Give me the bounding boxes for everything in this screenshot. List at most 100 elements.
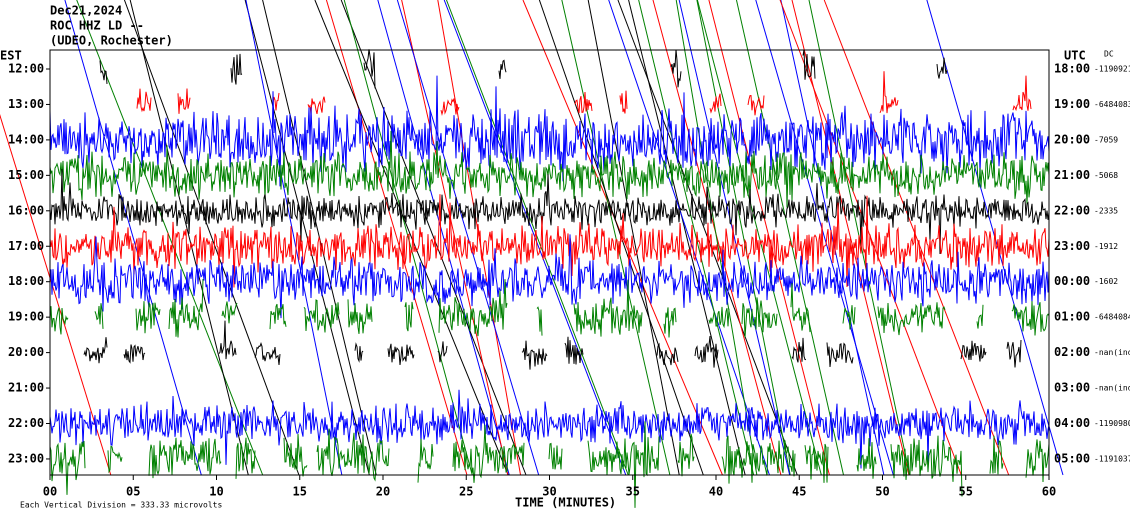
utc-tick-label: 20:00 xyxy=(1054,132,1090,146)
est-tick-label: 22:00 xyxy=(8,416,44,430)
trace xyxy=(83,320,1022,370)
diagonal-line xyxy=(396,0,540,476)
x-tick-label: 55 xyxy=(959,485,973,499)
diagonal-line xyxy=(64,0,202,476)
x-axis-label: TIME (MINUTES) xyxy=(515,496,616,510)
utc-tick-label: 18:00 xyxy=(1054,62,1090,76)
diagonal-line xyxy=(587,0,680,476)
location: (UDEO, Rochester) xyxy=(50,34,173,48)
utc-tick-label: 03:00 xyxy=(1054,381,1090,395)
diagonal-line xyxy=(314,0,509,476)
diagonal-line xyxy=(245,0,343,476)
trace xyxy=(49,421,1050,508)
diagonal-line xyxy=(561,0,671,476)
dc-value: -6484084 xyxy=(1094,313,1130,322)
x-tick-label: 45 xyxy=(792,485,806,499)
diagonal-line xyxy=(76,0,264,476)
x-tick-label: 20 xyxy=(376,485,390,499)
dc-value: -5068 xyxy=(1094,171,1118,180)
diagonal-line xyxy=(325,0,468,476)
dc-value: -1190921 xyxy=(1094,65,1130,74)
diagonal-line xyxy=(696,0,791,476)
diagonal-line xyxy=(608,0,770,476)
diagonal-line xyxy=(780,0,885,476)
traces xyxy=(0,0,1064,508)
left-axis-label: EST xyxy=(0,49,22,63)
est-tick-label: 19:00 xyxy=(8,310,44,324)
x-tick-label: 25 xyxy=(459,485,473,499)
x-tick-label: 30 xyxy=(542,485,556,499)
trace xyxy=(136,71,1032,116)
diagonal-line xyxy=(401,0,509,476)
diagonal-line xyxy=(708,0,830,476)
est-tick-label: 21:00 xyxy=(8,381,44,395)
diagonal-line xyxy=(735,0,844,476)
utc-tick-label: 00:00 xyxy=(1054,274,1090,288)
est-tick-label: 15:00 xyxy=(8,168,44,182)
diagonal-line xyxy=(340,0,527,476)
trace xyxy=(49,194,1050,288)
diagonal-line xyxy=(343,0,473,476)
diagonal-line xyxy=(123,0,300,476)
trace xyxy=(49,234,1050,319)
diagonal-line xyxy=(522,0,723,476)
est-tick-label: 20:00 xyxy=(8,345,44,359)
dc-value: -7059 xyxy=(1094,135,1118,144)
x-tick-label: 40 xyxy=(709,485,723,499)
dc-value: -6484083 xyxy=(1094,100,1130,109)
dc-value: -2335 xyxy=(1094,206,1118,215)
est-tick-label: 23:00 xyxy=(8,451,44,465)
diagonal-line xyxy=(377,0,510,476)
diagonal-line xyxy=(0,114,112,476)
trace xyxy=(49,168,1050,255)
footer-note: Each Vertical Division = 333.33 microvol… xyxy=(20,501,222,510)
utc-tick-label: 22:00 xyxy=(1054,203,1090,217)
x-tick-label: 35 xyxy=(626,485,640,499)
dc-value: -1602 xyxy=(1094,277,1118,286)
date: Dec21,2024 xyxy=(50,4,122,18)
diagonal-line xyxy=(675,0,758,476)
x-tick-label: 10 xyxy=(209,485,223,499)
est-tick-label: 13:00 xyxy=(8,97,44,111)
diagonal-line xyxy=(437,0,522,476)
trace xyxy=(49,389,1050,469)
dc-value: -1912 xyxy=(1094,242,1118,251)
station: ROC HHZ LD -- xyxy=(50,19,144,33)
dc-value: -1190980 xyxy=(1094,419,1130,428)
diagonal-line xyxy=(791,0,910,476)
x-tick-label: 05 xyxy=(126,485,140,499)
est-tick-label: 12:00 xyxy=(8,62,44,76)
utc-tick-label: 04:00 xyxy=(1054,416,1090,430)
est-tick-label: 18:00 xyxy=(8,274,44,288)
diagonal-line xyxy=(446,0,629,476)
x-tick-label: 60 xyxy=(1042,485,1056,499)
diagonal-line xyxy=(262,0,377,476)
diagonal-line xyxy=(696,0,822,476)
diagonal-line xyxy=(129,0,249,476)
x-tick-label: 50 xyxy=(875,485,889,499)
utc-tick-label: 19:00 xyxy=(1054,97,1090,111)
est-tick-label: 17:00 xyxy=(8,239,44,253)
right-axis-label: UTC xyxy=(1064,49,1086,63)
diagonal-line xyxy=(638,0,755,476)
diagonal-line xyxy=(678,0,791,476)
diagonal-line xyxy=(755,0,894,476)
diagonal-line xyxy=(244,0,370,476)
utc-tick-label: 02:00 xyxy=(1054,345,1090,359)
utc-tick-label: 21:00 xyxy=(1054,168,1090,182)
est-tick-label: 14:00 xyxy=(8,132,44,146)
est-tick-label: 16:00 xyxy=(8,203,44,217)
x-tick-label: 15 xyxy=(293,485,307,499)
trace xyxy=(49,278,1050,338)
utc-tick-label: 05:00 xyxy=(1054,451,1090,465)
dc-value: -nan(ind xyxy=(1094,384,1130,393)
dc-value: -nan(ind xyxy=(1094,348,1130,357)
trace xyxy=(49,75,1050,187)
dc-value: -1191037 xyxy=(1094,454,1130,463)
diagonal-line xyxy=(823,0,1010,476)
x-tick-label: 00 xyxy=(43,485,57,499)
trace xyxy=(49,130,1050,208)
utc-tick-label: 23:00 xyxy=(1054,239,1090,253)
